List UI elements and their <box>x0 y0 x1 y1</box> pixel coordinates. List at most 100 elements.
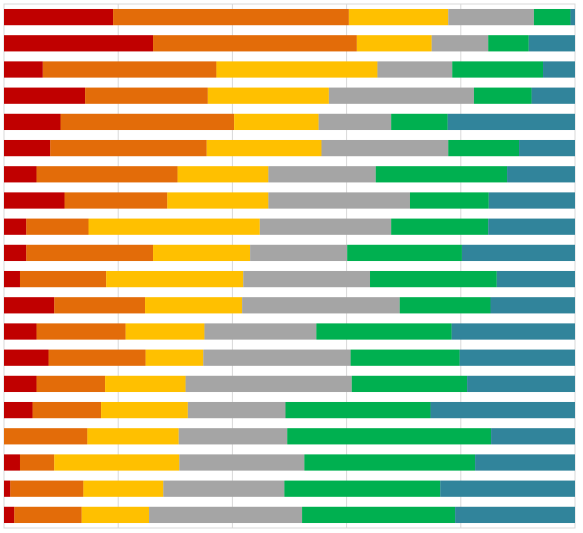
bar-segment <box>54 454 180 471</box>
bar-segment <box>377 61 453 78</box>
bar-segment <box>459 349 575 366</box>
bar-segment <box>42 61 217 78</box>
bar-segment <box>4 297 55 314</box>
bar-segment <box>399 297 491 314</box>
bar-segment <box>243 270 371 288</box>
bar-segment <box>36 375 106 393</box>
bar-segment <box>106 270 244 288</box>
bar-segment <box>531 87 575 104</box>
bar-segment <box>318 113 392 131</box>
bar-segment <box>163 480 285 497</box>
bar-segment <box>54 297 146 314</box>
bar-segment <box>81 506 150 524</box>
bar-segment <box>60 113 235 131</box>
bar-segment <box>452 61 544 78</box>
bar-segment <box>543 61 575 78</box>
bar-segment <box>153 35 357 52</box>
bar-segment <box>356 35 432 52</box>
bar-segment <box>455 506 575 524</box>
bar-segment <box>350 349 460 366</box>
bar-segment <box>375 166 508 183</box>
bar-segment <box>4 270 20 288</box>
bar-segment <box>304 454 476 471</box>
bar-segment <box>488 192 575 209</box>
bar-segment <box>26 244 154 262</box>
bar-segment <box>4 454 20 471</box>
bar-segment <box>242 297 400 314</box>
bar-segment <box>19 270 107 288</box>
bar-segment <box>216 61 378 78</box>
bar-segment <box>490 297 575 314</box>
bar-segment <box>259 218 392 235</box>
bar-segment <box>284 480 441 497</box>
bar-segment <box>48 349 146 366</box>
bar-segment <box>149 506 303 524</box>
bar-segment <box>391 113 448 131</box>
bar-segment <box>206 139 322 157</box>
bar-segment <box>507 166 575 183</box>
bar-segment <box>101 401 188 419</box>
bar-segment <box>145 349 204 366</box>
bars <box>4 8 575 524</box>
bar-segment <box>4 87 86 104</box>
bar-segment <box>268 166 376 183</box>
bar-segment <box>351 375 468 393</box>
bar-segment <box>4 218 27 235</box>
bar-segment <box>431 35 489 52</box>
bar-segment <box>4 35 154 52</box>
bar-segment <box>177 166 269 183</box>
bar-segment <box>85 87 208 104</box>
bar-segment <box>440 480 575 497</box>
bar-segment <box>533 8 571 26</box>
bar-segment <box>491 428 575 445</box>
bar-segment <box>461 244 575 262</box>
bar-segment <box>185 375 352 393</box>
bar-segment <box>4 113 61 131</box>
bar-segment <box>348 8 449 26</box>
bar-segment <box>234 113 319 131</box>
bar-segment <box>451 323 575 340</box>
bar-segment <box>36 323 126 340</box>
bar-segment <box>488 218 575 235</box>
bar-segment <box>430 401 575 419</box>
bar-segment <box>302 506 456 524</box>
bar-segment <box>4 428 88 445</box>
bar-segment <box>4 8 114 26</box>
bar-segment <box>187 401 286 419</box>
bar-segment <box>316 323 452 340</box>
bar-segment <box>88 218 260 235</box>
bar-segment <box>4 166 37 183</box>
bar-segment <box>570 8 575 26</box>
bar-segment <box>87 428 179 445</box>
bar-segment <box>370 270 497 288</box>
bar-segment <box>268 192 410 209</box>
bar-segment <box>19 454 55 471</box>
bar-segment <box>167 192 269 209</box>
bar-segment <box>113 8 349 26</box>
bar-segment <box>105 375 186 393</box>
bar-segment <box>528 35 575 52</box>
bar-segment <box>4 323 37 340</box>
plot-frame <box>3 3 576 529</box>
bar-segment <box>496 270 575 288</box>
bar-segment <box>207 87 329 104</box>
bar-segment <box>4 139 51 157</box>
bar-segment <box>250 244 348 262</box>
bar-segment <box>32 401 102 419</box>
bar-segment <box>447 113 575 131</box>
bar-segment <box>328 87 474 104</box>
bar-segment <box>36 166 178 183</box>
bar-segment <box>153 244 251 262</box>
bar-segment <box>26 218 89 235</box>
bar-segment <box>145 297 243 314</box>
bar-segment <box>83 480 164 497</box>
bar-segment <box>4 61 43 78</box>
bar-segment <box>391 218 489 235</box>
bar-segment <box>203 349 351 366</box>
bar-segment <box>285 401 431 419</box>
bar-segment <box>467 375 575 393</box>
bar-segment <box>473 87 532 104</box>
bar-segment <box>519 139 575 157</box>
bar-segment <box>14 506 82 524</box>
